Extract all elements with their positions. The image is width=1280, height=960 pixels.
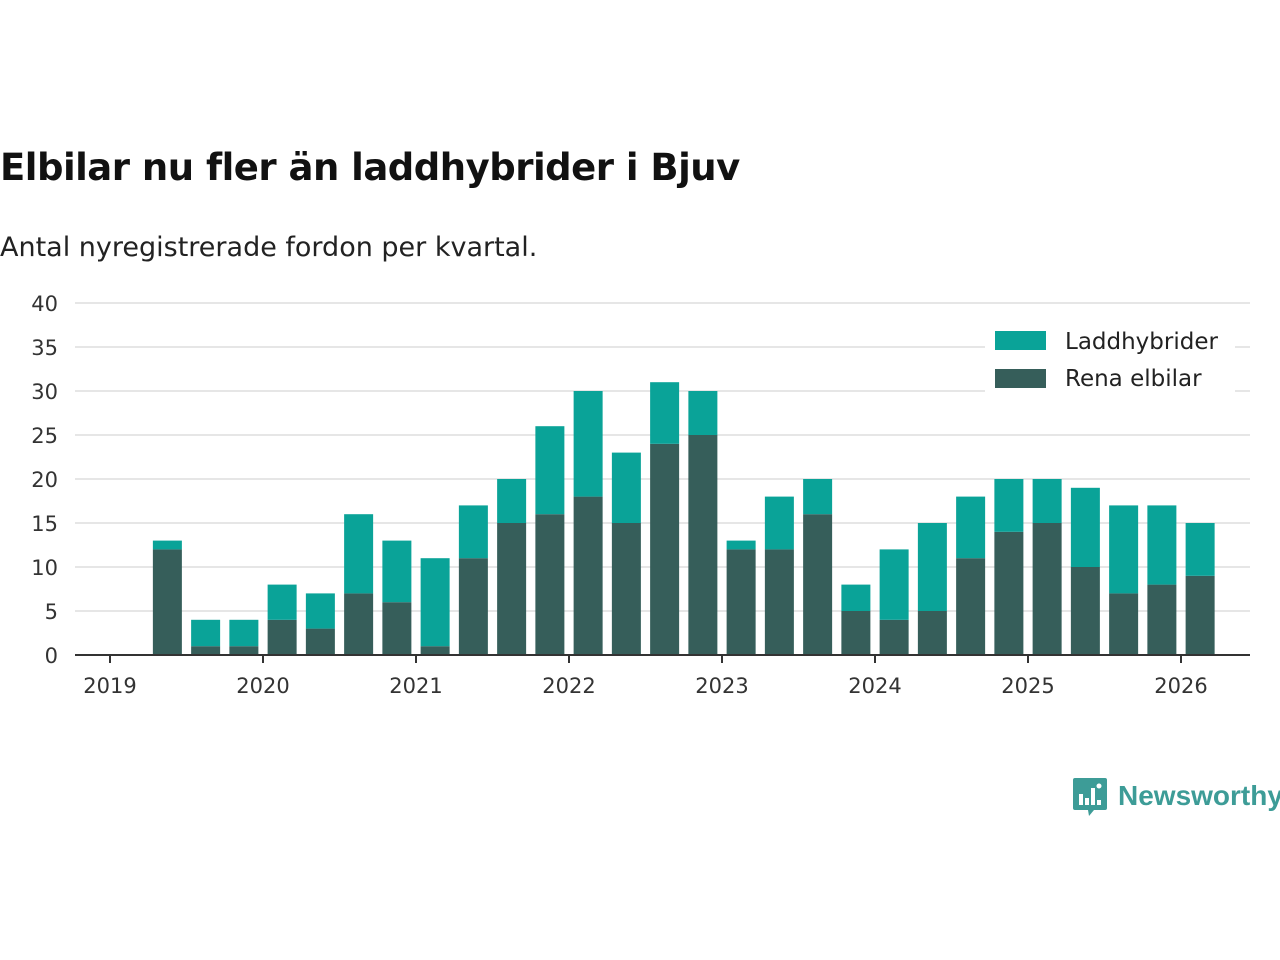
bar-laddhybrider [535,426,565,515]
bar-rena-elbilar [458,558,488,655]
x-tick-label: 2021 [389,674,442,698]
bar-rena-elbilar [382,602,412,655]
y-tick-label: 10 [31,556,58,580]
bar-laddhybrider [764,496,794,550]
bar-laddhybrider [267,584,297,620]
bar-rena-elbilar [573,496,603,655]
bar-laddhybrider [611,452,641,523]
legend: Laddhybrider Rena elbilar [985,316,1235,396]
bar-laddhybrider [841,584,871,611]
bar-rena-elbilar [688,435,718,655]
bar-laddhybrider [1109,505,1139,594]
y-tick-label: 30 [31,380,58,404]
brand-name: Newsworthy [1118,780,1280,811]
chart-subtitle: Antal nyregistrerade fordon per kvartal. [0,232,538,263]
chart-title: Elbilar nu fler än laddhybrider i Bjuv [0,146,740,189]
bar-rena-elbilar [1185,575,1215,655]
bar-rena-elbilar [191,646,221,655]
bar-rena-elbilar [420,646,450,655]
y-tick-label: 35 [31,336,58,360]
bar-rena-elbilar [152,549,182,655]
bar-rena-elbilar [1070,567,1100,655]
x-tick-label: 2020 [236,674,289,698]
bar-laddhybrider [382,540,412,603]
bar-rena-elbilar [764,549,794,655]
bar-rena-elbilar [1147,584,1177,655]
bar-rena-elbilar [305,628,335,655]
bar-laddhybrider [573,391,603,497]
bar-laddhybrider [229,619,259,647]
bar-laddhybrider [1070,487,1100,567]
bar-rena-elbilar [917,611,947,655]
y-tick-label: 5 [45,600,58,624]
bar-laddhybrider [191,619,221,647]
bar-rena-elbilar [344,593,374,655]
bar-rena-elbilar [879,619,909,655]
y-tick-label: 20 [31,468,58,492]
bar-rena-elbilar [535,514,565,655]
x-tick-label: 2026 [1154,674,1207,698]
bar-laddhybrider [650,382,680,444]
bars [152,382,1215,655]
x-tick-label: 2023 [695,674,748,698]
bar-rena-elbilar [803,514,833,655]
legend-swatch-laddhybrider [995,331,1046,350]
bar-rena-elbilar [1032,523,1062,655]
x-tick-label: 2025 [1001,674,1054,698]
bar-rena-elbilar [497,523,527,655]
y-tick-label: 40 [31,292,58,316]
bar-laddhybrider [726,540,756,550]
brand-logo: Newsworthy [1072,776,1280,816]
legend-label-rena-elbilar: Rena elbilar [1065,366,1202,392]
bar-rena-elbilar [229,646,259,655]
bar-rena-elbilar [956,558,986,655]
bar-rena-elbilar [726,549,756,655]
bar-laddhybrider [458,505,488,559]
bar-rena-elbilar [611,523,641,655]
bar-laddhybrider [152,540,182,550]
bar-laddhybrider [1185,523,1215,576]
bar-laddhybrider [803,479,833,515]
bar-laddhybrider [344,514,374,594]
bar-laddhybrider [994,479,1024,532]
legend-swatch-rena-elbilar [995,369,1046,388]
bar-rena-elbilar [1109,593,1139,655]
bar-laddhybrider [1147,505,1177,585]
y-tick-label: 0 [45,644,58,668]
bar-laddhybrider [305,593,335,629]
x-tick-label: 2022 [542,674,595,698]
bar-rena-elbilar [650,443,680,655]
bar-laddhybrider [917,523,947,611]
bar-laddhybrider [420,558,450,647]
bar-laddhybrider [688,391,718,435]
x-tick-label: 2019 [83,674,136,698]
bar-laddhybrider [956,496,986,559]
x-tick-label: 2024 [848,674,901,698]
bar-laddhybrider [879,549,909,620]
bar-rena-elbilar [267,619,297,655]
bar-laddhybrider [497,479,527,523]
bar-rena-elbilar [841,611,871,655]
y-tick-label: 15 [31,512,58,536]
newsworthy-logo-icon [1073,778,1107,816]
bar-rena-elbilar [994,531,1024,655]
legend-label-laddhybrider: Laddhybrider [1065,329,1218,355]
y-tick-label: 25 [31,424,58,448]
bar-laddhybrider [1032,479,1062,523]
